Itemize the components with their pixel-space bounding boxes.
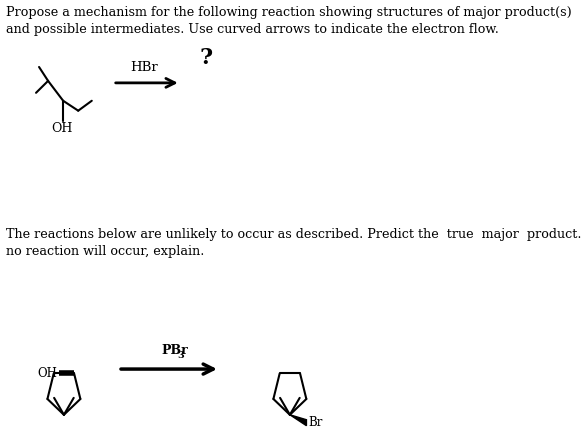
Text: Propose a mechanism for the following reaction showing structures of major produ: Propose a mechanism for the following re… xyxy=(6,6,572,36)
Text: HBr: HBr xyxy=(131,61,158,74)
Text: ?: ? xyxy=(200,47,213,69)
Text: PBr: PBr xyxy=(162,344,189,357)
Text: OH: OH xyxy=(38,367,58,380)
Polygon shape xyxy=(290,415,306,426)
Text: The reactions below are unlikely to occur as described. Predict the  true  major: The reactions below are unlikely to occu… xyxy=(6,228,588,258)
Text: OH: OH xyxy=(52,122,73,135)
Text: Br: Br xyxy=(308,416,322,429)
Text: 3: 3 xyxy=(177,351,183,360)
